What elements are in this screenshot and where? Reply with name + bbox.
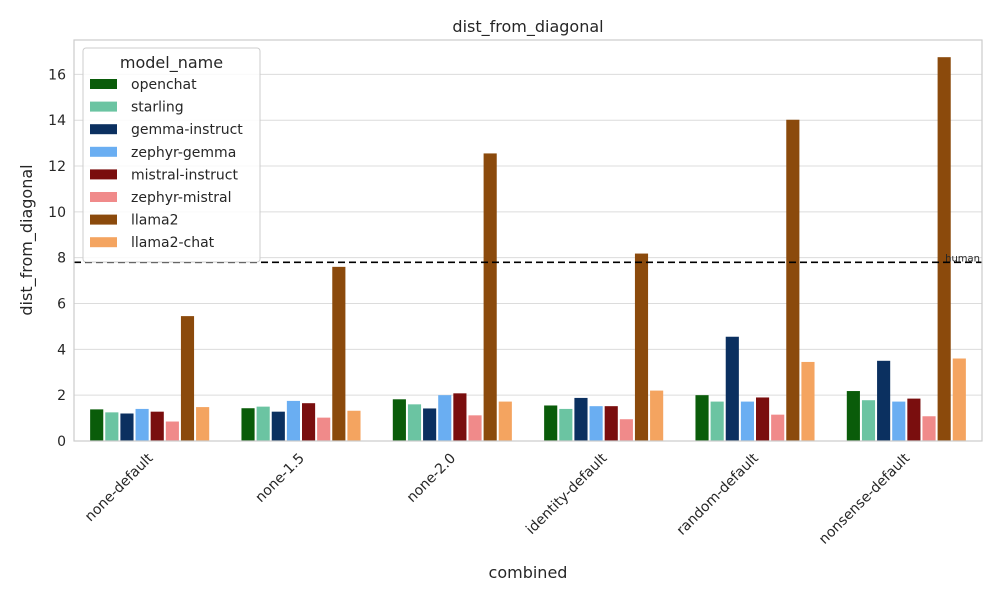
legend-label-llama2-chat: llama2-chat (131, 235, 215, 251)
bar-zephyr-mistral-identity-default (619, 419, 633, 441)
legend-title: model_name (120, 53, 223, 73)
reference-line-group: human (74, 253, 982, 264)
bar-openchat-none-1.5 (241, 408, 255, 441)
y-tick-label: 10 (48, 205, 66, 221)
bar-gemma-instruct-random-default (725, 336, 739, 441)
legend-swatch-mistral-instruct (90, 169, 117, 180)
bar-starling-random-default (710, 401, 724, 441)
bar-openchat-random-default (695, 395, 709, 441)
bar-llama2-random-default (786, 119, 800, 442)
bar-zephyr-mistral-none-2.0 (468, 415, 482, 441)
bar-llama2-chat-none-default (196, 407, 210, 441)
bar-zephyr-mistral-none-default (165, 421, 179, 441)
bar-llama2-identity-default (634, 253, 649, 441)
bar-zephyr-gemma-nonsense-default (892, 401, 906, 441)
bar-mistral-instruct-random-default (756, 397, 770, 441)
legend-swatch-starling (90, 101, 117, 112)
y-axis-ticks: 0 2 4 6 8 10 12 14 16 (48, 67, 66, 450)
bar-gemma-instruct-none-default (120, 413, 134, 441)
x-tick-label: random-default (674, 450, 762, 538)
bar-llama2-chat-nonsense-default (952, 358, 966, 441)
bar-zephyr-mistral-nonsense-default (922, 416, 936, 441)
legend-swatch-llama2 (90, 214, 117, 225)
bar-starling-nonsense-default (861, 400, 876, 441)
bar-gemma-instruct-none-1.5 (271, 411, 285, 441)
x-tick-label: identity-default (523, 450, 611, 538)
reference-line-label: human (945, 253, 980, 264)
bar-llama2-chat-random-default (801, 361, 815, 441)
y-tick-label: 4 (57, 342, 66, 358)
bar-starling-none-2.0 (407, 404, 422, 441)
bar-mistral-instruct-identity-default (604, 406, 618, 441)
legend-swatch-zephyr-gemma (90, 146, 117, 157)
bar-llama2-chat-identity-default (650, 390, 664, 441)
legend-box (82, 47, 261, 263)
bar-zephyr-gemma-random-default (740, 401, 754, 441)
y-tick-label: 14 (48, 113, 66, 129)
bar-mistral-instruct-none-2.0 (453, 393, 467, 441)
x-tick-label: nonsense-default (816, 450, 913, 547)
y-tick-label: 12 (48, 159, 66, 175)
bars (90, 57, 966, 442)
bar-starling-none-default (105, 412, 119, 441)
legend-label-openchat: openchat (131, 77, 197, 93)
y-tick-label: 8 (57, 251, 66, 267)
bar-starling-none-1.5 (256, 406, 270, 441)
bar-mistral-instruct-nonsense-default (907, 398, 921, 441)
bar-starling-identity-default (559, 408, 573, 441)
bar-mistral-instruct-none-1.5 (302, 403, 316, 441)
bar-gemma-instruct-nonsense-default (877, 360, 891, 441)
legend: model_name openchat starling gemma-instruct… (82, 47, 261, 263)
bar-llama2-none-1.5 (332, 266, 346, 441)
bar-mistral-instruct-none-default (150, 411, 164, 441)
y-tick-label: 2 (57, 388, 66, 404)
legend-label-gemma-instruct: gemma-instruct (131, 122, 243, 138)
bar-gemma-instruct-none-2.0 (423, 408, 437, 441)
bar-zephyr-mistral-none-1.5 (317, 417, 331, 441)
bar-llama2-chat-none-1.5 (347, 410, 361, 441)
bar-llama2-chat-none-2.0 (498, 401, 512, 441)
bar-openchat-none-2.0 (392, 399, 406, 441)
bar-zephyr-gemma-none-default (135, 408, 149, 441)
bar-openchat-identity-default (544, 405, 558, 441)
chart-title: dist_from_diagonal (452, 17, 603, 37)
legend-swatch-llama2-chat (90, 237, 117, 248)
legend-label-zephyr-gemma: zephyr-gemma (131, 145, 236, 161)
x-axis-ticks: none-default none-1.5 none-2.0 identity-def… (82, 450, 913, 547)
bar-openchat-none-default (90, 409, 104, 441)
bar-llama2-nonsense-default (937, 57, 951, 441)
y-tick-label: 16 (48, 67, 66, 83)
bar-llama2-none-default (180, 316, 195, 441)
bar-zephyr-mistral-random-default (771, 414, 785, 441)
x-tick-label: none-2.0 (404, 451, 459, 506)
x-axis-label: combined (489, 563, 568, 582)
x-tick-label: none-default (82, 450, 157, 525)
bar-openchat-nonsense-default (846, 391, 860, 441)
bar-zephyr-gemma-none-1.5 (286, 400, 300, 441)
y-tick-label: 6 (57, 297, 66, 313)
bar-zephyr-gemma-none-2.0 (438, 395, 452, 441)
bar-llama2-none-2.0 (483, 153, 497, 441)
legend-label-mistral-instruct: mistral-instruct (131, 167, 238, 183)
y-axis-label: dist_from_diagonal (17, 164, 37, 315)
bar-zephyr-gemma-identity-default (589, 406, 603, 441)
legend-label-llama2: llama2 (131, 213, 178, 229)
legend-swatch-openchat (90, 79, 117, 89)
legend-label-zephyr-mistral: zephyr-mistral (131, 190, 231, 206)
legend-swatch-gemma-instruct (90, 124, 117, 135)
legend-label-starling: starling (131, 100, 184, 116)
plot-frame (73, 39, 983, 442)
y-tick-label: 0 (57, 434, 66, 450)
x-tick-label: none-1.5 (252, 451, 307, 506)
legend-swatch-zephyr-mistral (90, 192, 117, 202)
bar-gemma-instruct-identity-default (574, 397, 588, 441)
